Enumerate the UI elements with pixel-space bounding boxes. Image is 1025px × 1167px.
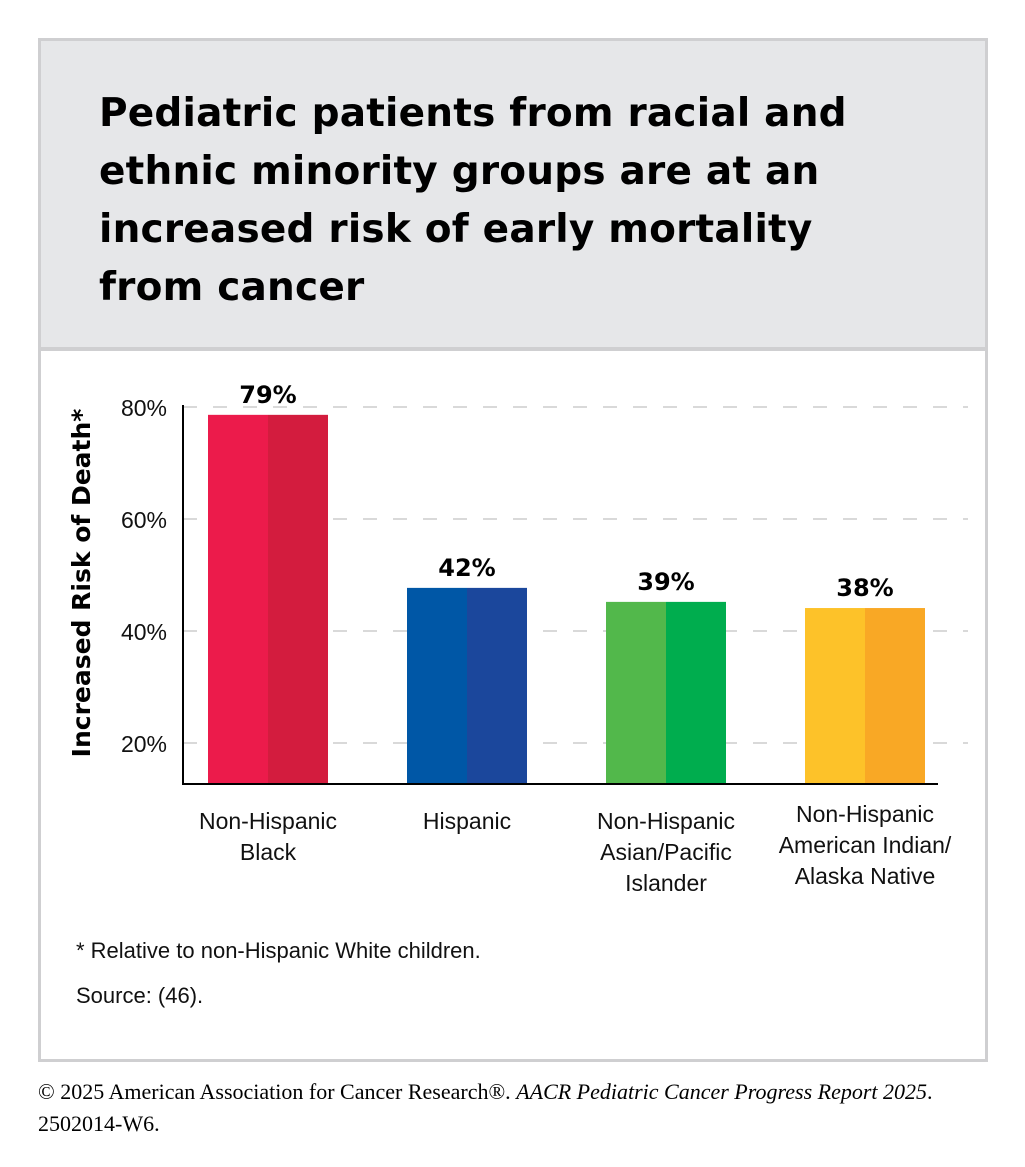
bar-left-half (407, 587, 467, 784)
data-label: 42% (438, 554, 495, 582)
x-category-label: Asian/Pacific (600, 839, 732, 865)
bar-left-half (208, 414, 268, 784)
y-tick-label: 60% (121, 507, 167, 533)
source-note: Source: (46). (76, 983, 204, 1008)
x-category-labels: Non-Hispanic Black Hispanic Non-Hispanic Asi… (199, 801, 952, 896)
x-category-label: Non-Hispanic (597, 808, 735, 834)
bar (606, 601, 726, 784)
copyright-prefix: © 2025 American Association for Cancer R… (38, 1079, 517, 1104)
data-label: 38% (836, 574, 893, 602)
x-category-label: Non-Hispanic (796, 801, 934, 827)
data-label: 39% (637, 568, 694, 596)
bar-right-half (268, 414, 328, 784)
data-labels: 79% 42% 39% 38% (239, 381, 893, 602)
figure-code: 2502014-W6. (38, 1111, 160, 1136)
bar (805, 608, 925, 784)
x-category-label: Hispanic (423, 808, 511, 834)
bar-left-half (606, 601, 666, 784)
y-axis-title: Increased Risk of Death* (67, 409, 96, 758)
x-category-label: Alaska Native (795, 863, 936, 889)
footnote: * Relative to non-Hispanic White childre… (76, 938, 481, 963)
copyright: © 2025 American Association for Cancer R… (38, 1076, 933, 1140)
bar-right-half (467, 587, 527, 784)
y-tick-label: 20% (121, 731, 167, 757)
y-tick-label: 40% (121, 619, 167, 645)
y-tick-label: 80% (121, 395, 167, 421)
y-tick-labels: 20% 40% 60% 80% (121, 395, 167, 757)
data-label: 79% (239, 381, 296, 409)
x-category-label: Non-Hispanic (199, 808, 337, 834)
x-category-label: American Indian/ (779, 832, 952, 858)
report-title: AACR Pediatric Cancer Progress Report 20… (516, 1079, 928, 1104)
x-category-label: Islander (625, 870, 707, 896)
bar-left-half (805, 608, 865, 784)
bar (407, 587, 527, 784)
bar-right-half (666, 601, 726, 784)
bar-right-half (865, 608, 925, 784)
copyright-suffix: . (927, 1079, 933, 1104)
chart-title: Pediatric patients from racial and ethni… (99, 91, 847, 310)
bar (208, 414, 328, 784)
x-category-label: Black (240, 839, 297, 865)
figure-frame: Pediatric patients from racial and ethni… (38, 38, 988, 1062)
bars (208, 414, 925, 784)
title-panel: Pediatric patients from racial and ethni… (41, 41, 985, 351)
